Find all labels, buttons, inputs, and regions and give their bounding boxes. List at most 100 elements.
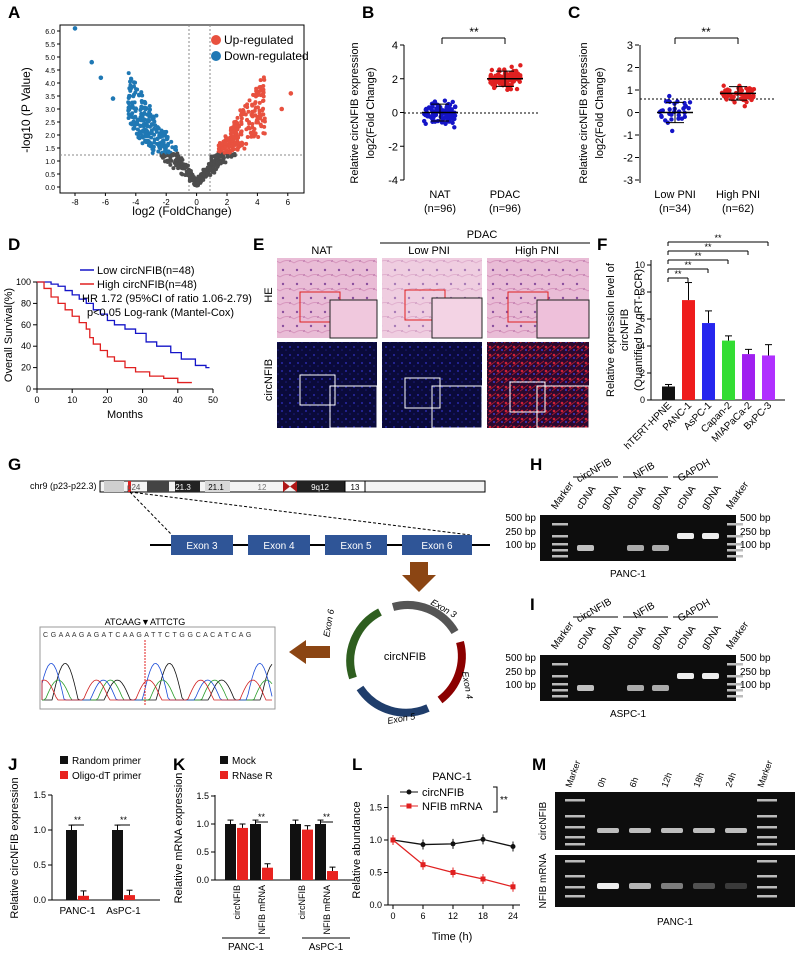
c-sig: ** [701, 25, 711, 39]
gel-marker-band [552, 543, 568, 546]
junction-seq: ATCAAG▼ATTCTG [105, 617, 186, 627]
scatter-y-tick-label: -2 [388, 141, 398, 153]
circ-exon4-label: Exon 4 [460, 671, 475, 700]
volcano-point [236, 140, 241, 145]
f-y-label-3: (Quantified by qRT-PCR) [633, 269, 645, 391]
gel-marker-band [552, 689, 568, 692]
volcano-point [138, 118, 143, 123]
km-x-tick: 20 [102, 395, 112, 405]
j-x-label: PANC-1 [60, 906, 96, 917]
e-col-pdac: PDAC [467, 229, 498, 241]
volcano-point [154, 129, 159, 134]
panel-k-bar: 0.0 0.5 1.0 1.5 ** ** circNFIB NFIB mRNA circNFI… [173, 756, 355, 953]
scatter-y-tick-label: 0 [392, 108, 398, 120]
f-sig: ** [704, 242, 712, 252]
volcano-point [126, 101, 131, 106]
m-marker-band [757, 836, 777, 839]
volcano-point [151, 144, 156, 149]
scatter-y-tick-label: 4 [392, 40, 398, 52]
gel-marker-band [552, 675, 568, 678]
l-title: PANC-1 [432, 771, 472, 783]
circ-label: circNFIB [384, 651, 426, 663]
m-marker-band [565, 843, 585, 846]
k-group-aspc: AsPC-1 [309, 942, 344, 953]
m-gel-bottom [555, 855, 795, 907]
volcano-x-label: log2 (FoldChange) [132, 204, 231, 218]
volcano-point [147, 104, 152, 109]
scatter-point [742, 103, 747, 109]
volcano-point [150, 151, 155, 156]
c-points [657, 83, 757, 134]
m-lane-label: 24h [723, 771, 738, 789]
gel-size-left: 250 bp [505, 667, 536, 678]
volcano-point [185, 163, 190, 168]
scatter-point [676, 113, 682, 118]
l-x-tick: 0 [390, 911, 395, 921]
scatter-point [431, 100, 437, 106]
c-group-1-n: (n=34) [659, 203, 691, 215]
scatter-point [663, 118, 668, 123]
j-sig: ** [74, 815, 82, 825]
b-sig: ** [469, 25, 479, 39]
scatter-point [721, 83, 726, 88]
m-marker-band [757, 886, 777, 889]
b-y-label-1: Relative circNFIB expression [349, 42, 361, 183]
k-y-label: Relative mRNA expression [173, 773, 185, 904]
km-x-tick: 30 [138, 395, 148, 405]
l-point [450, 841, 456, 847]
c-group-1: Low PNI [654, 189, 696, 201]
scatter-point [509, 64, 514, 70]
f-sig-brackets: ********** [667, 233, 769, 282]
volcano-point [157, 133, 162, 138]
volcano-point [131, 84, 136, 89]
y-tick-label: 1.5 [196, 791, 209, 801]
m-marker-band [565, 886, 585, 889]
gel-cell-label: ASPC-1 [610, 709, 647, 720]
volcano-point [140, 93, 145, 98]
scatter-point [686, 105, 691, 111]
y-tick-label: 1.5 [33, 790, 46, 800]
scatter-y-tick-label: 0 [627, 108, 633, 120]
volcano-point [209, 161, 214, 166]
band-12: 12 [258, 483, 267, 492]
km-legend-low: Low circNFIB(n=48) [97, 265, 195, 277]
f-sig: ** [674, 269, 682, 279]
volcano-point [279, 106, 285, 112]
scatter-point [452, 113, 458, 118]
m-lane-label: 12h [659, 771, 674, 789]
volcano-point [72, 26, 78, 31]
b-y-label-2: log2(Fold Change) [365, 67, 377, 158]
gel-lane-label: gDNA [599, 483, 624, 511]
panel-label-e: E [253, 235, 264, 254]
k-legend-mock: Mock [232, 756, 257, 767]
volcano-y-tick-label: 1.5 [45, 146, 55, 153]
scatter-point [682, 114, 688, 120]
volcano-point [138, 108, 143, 113]
f-y-label-1: Relative expression level of [605, 262, 617, 397]
gel-lane-label: cDNA [574, 484, 598, 512]
f-bars [662, 282, 775, 400]
band-9q12: 9q12 [311, 483, 329, 492]
chromatogram-trace [41, 679, 272, 701]
gel-marker-band [727, 555, 743, 558]
volcano-point [132, 123, 137, 128]
volcano-y-tick-label: 3.0 [45, 107, 55, 114]
gel-lane-label: cDNA [574, 624, 598, 652]
gel-group-label: GAPDH [676, 597, 712, 624]
volcano-point [144, 129, 149, 134]
volcano-point [232, 147, 237, 152]
volcano-y-tick-label: 0.5 [45, 172, 55, 179]
gel-size-left: 500 bp [505, 653, 536, 664]
l-y-tick: 0.5 [369, 868, 382, 878]
m-cell: PANC-1 [657, 917, 693, 928]
volcano-point [240, 112, 245, 117]
panel-label-d: D [8, 235, 20, 254]
scatter-point [669, 117, 674, 122]
km-x-label: Months [107, 409, 144, 421]
volcano-point [166, 150, 171, 155]
gel-cell-label: PANC-1 [610, 569, 646, 580]
volcano-x-tick-label: 0 [194, 198, 199, 207]
exon-4-label: Exon 4 [263, 541, 295, 552]
gel-group-label: NFIB [632, 600, 658, 621]
